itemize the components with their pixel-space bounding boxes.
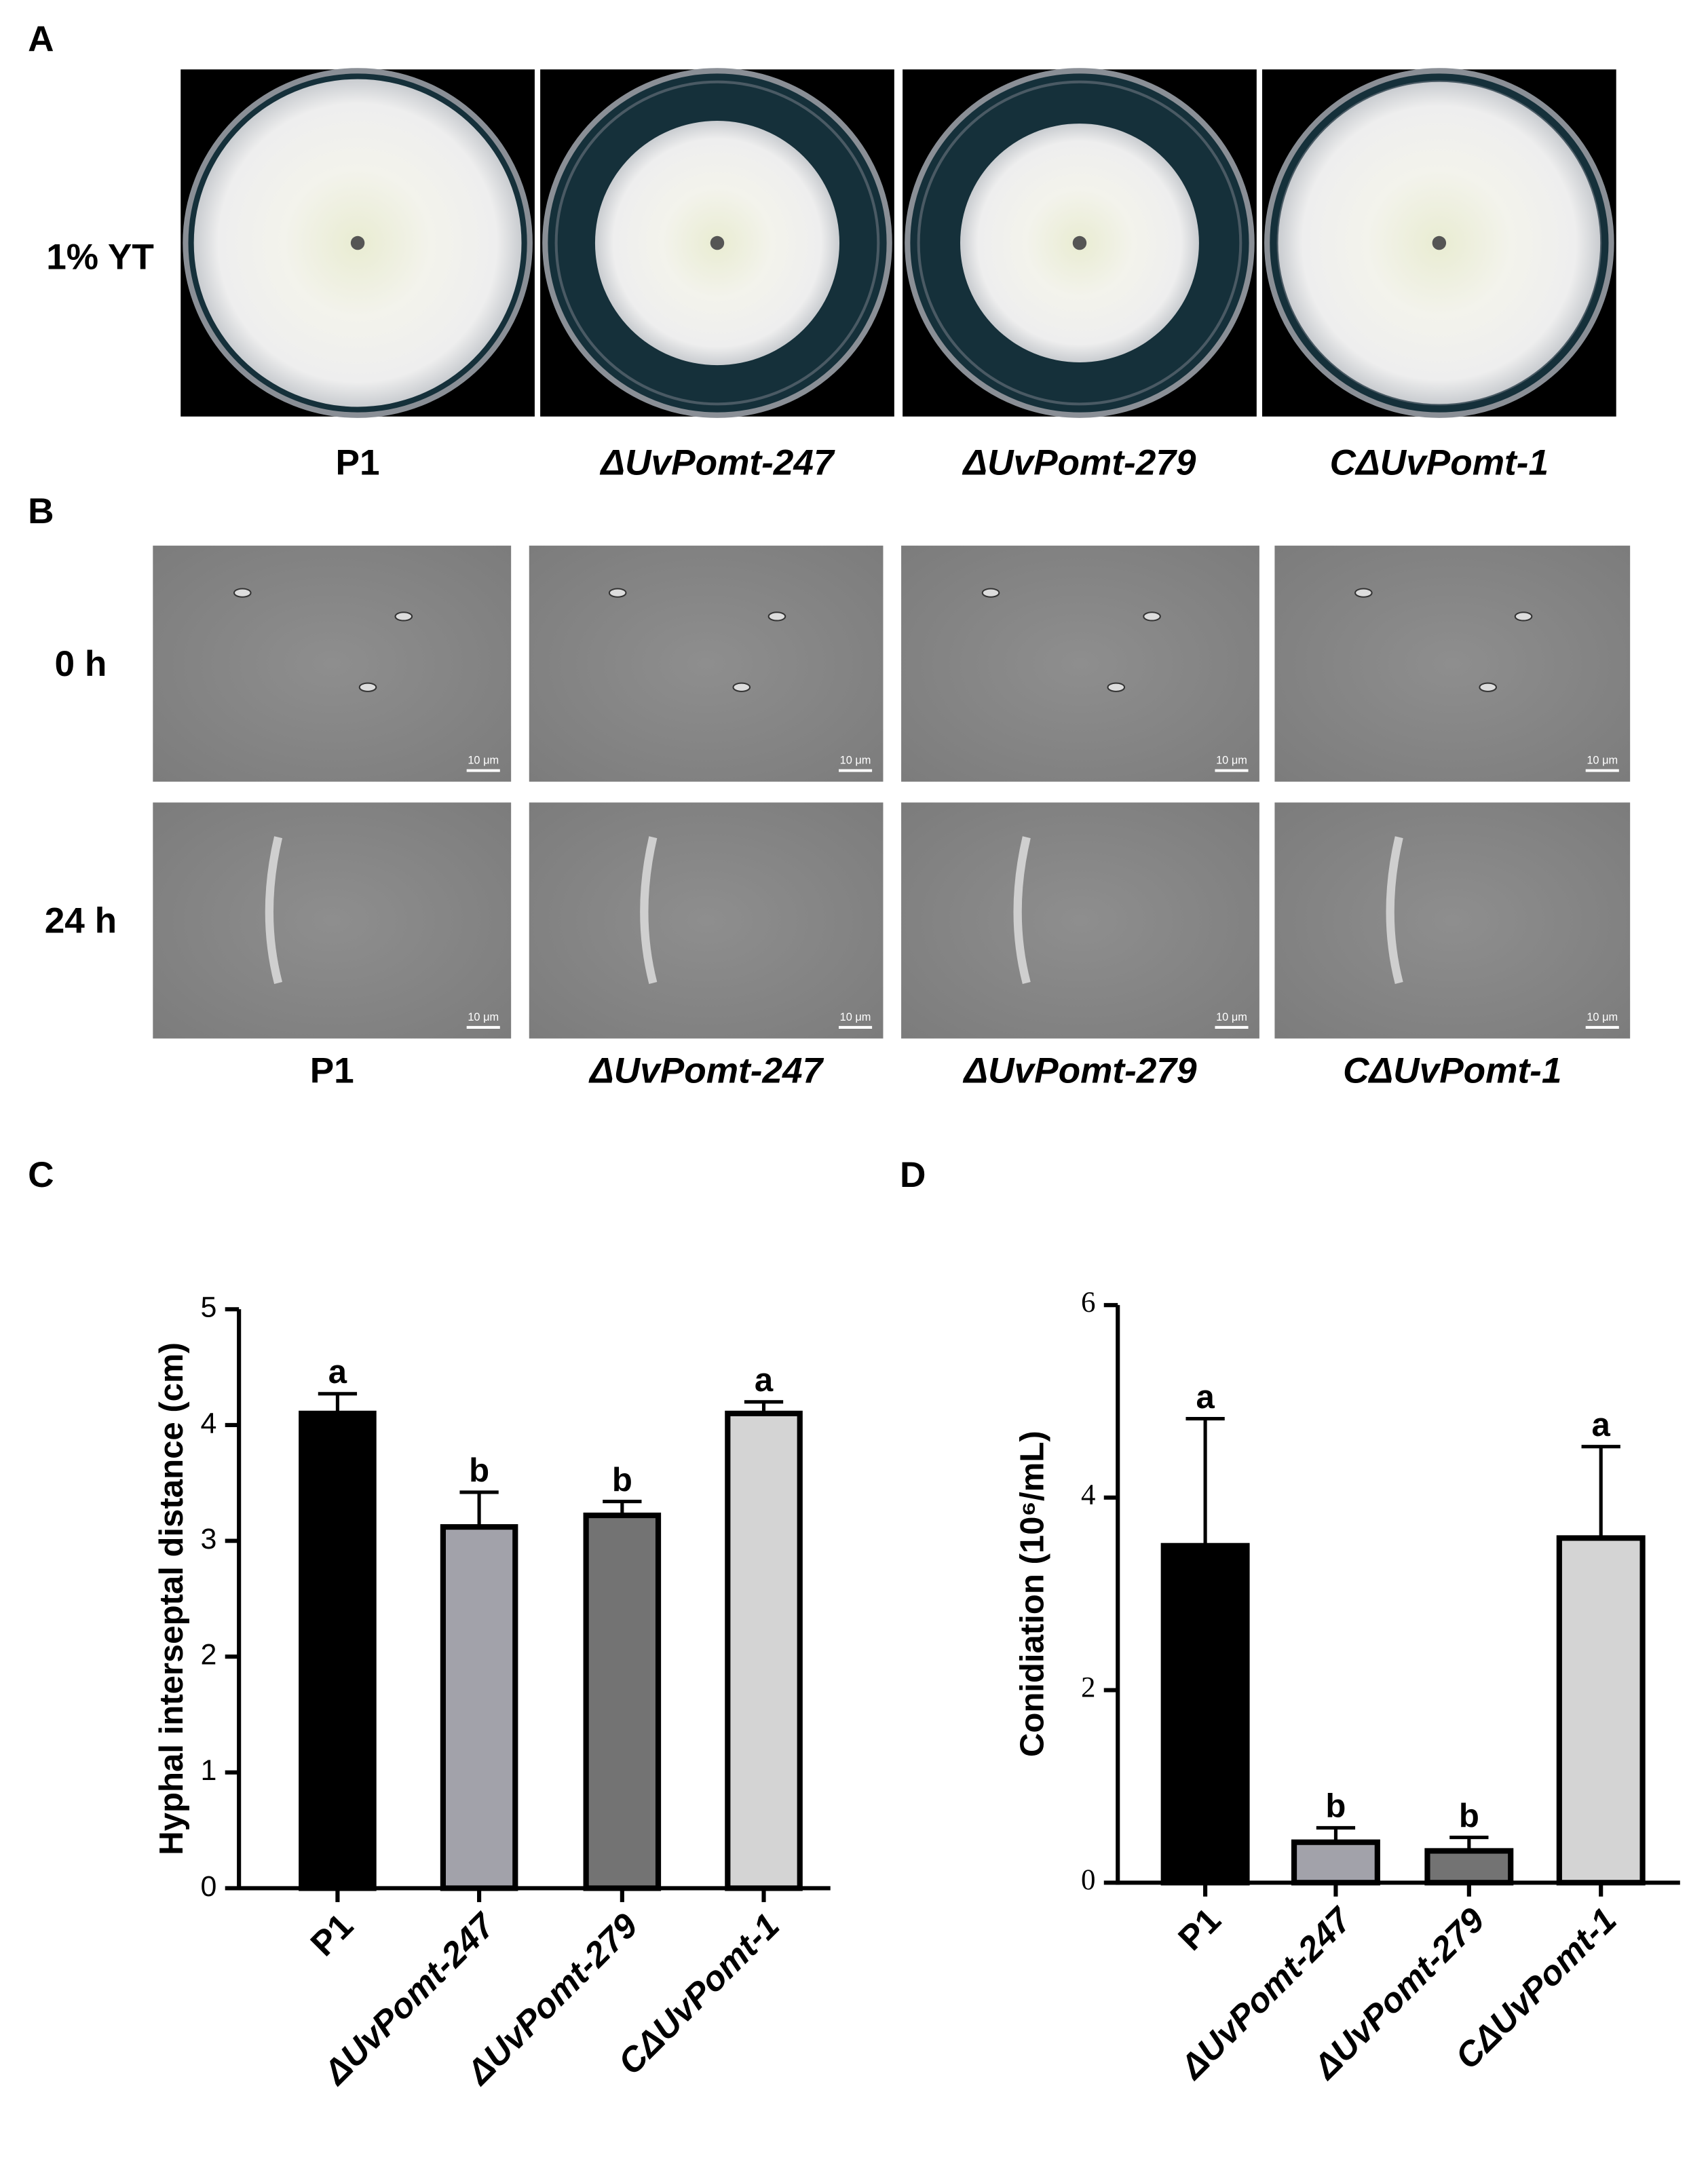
bar	[725, 1410, 803, 1891]
micrograph	[529, 546, 884, 782]
significance-letter: a	[1592, 1407, 1611, 1443]
micrograph	[1274, 546, 1631, 782]
caption: CΔUvPomt-1	[1330, 442, 1549, 482]
x-tick-label: P1	[1171, 1900, 1228, 1958]
panel-label: C	[28, 1155, 54, 1195]
caption: P1	[336, 442, 380, 482]
scale-bar-label: 10 μm	[1216, 1011, 1247, 1023]
colony-center	[710, 235, 725, 250]
bar	[440, 1523, 518, 1891]
caption: ΔUvPomt-247	[588, 1051, 824, 1091]
scale-bar-label: 10 μm	[1587, 1011, 1618, 1023]
y-tick-label: 2	[1081, 1671, 1095, 1703]
caption: P1	[310, 1051, 354, 1091]
y-tick-label: 5	[201, 1291, 217, 1324]
significance-letter: b	[612, 1462, 632, 1498]
y-axis-label: Conidiation (10⁶/mL)	[1014, 1431, 1050, 1757]
bar	[1160, 1542, 1250, 1886]
colony-center	[1432, 235, 1447, 250]
scale-bar-label: 10 μm	[468, 1011, 499, 1023]
plate-rim	[917, 80, 1242, 406]
scale-bar-label: 10 μm	[840, 754, 871, 766]
y-tick-label: 3	[201, 1523, 217, 1555]
caption: ΔUvPomt-247	[599, 442, 835, 482]
scale-bar-label: 10 μm	[468, 754, 499, 766]
colony-center	[350, 235, 365, 250]
spore	[608, 588, 627, 598]
spore	[981, 588, 1000, 598]
y-tick-label: 0	[201, 1870, 217, 1903]
plate-rim	[554, 80, 880, 406]
panel-label: D	[900, 1155, 926, 1195]
row-label: 1% YT	[46, 238, 154, 278]
spore	[233, 588, 252, 598]
significance-letter: a	[755, 1362, 774, 1399]
significance-letter: a	[1196, 1379, 1215, 1416]
significance-letter: b	[469, 1452, 489, 1489]
x-tick-label: P1	[303, 1906, 361, 1964]
scale-bar-label: 10 μm	[1216, 754, 1247, 766]
row-label: 24 h	[45, 901, 117, 941]
y-axis-label: Hyphal interseptal distance (cm)	[153, 1342, 190, 1855]
scale-bar-label: 10 μm	[840, 1011, 871, 1023]
micrograph	[529, 802, 884, 1039]
colony-center	[1072, 235, 1087, 250]
scale-bar-label: 10 μm	[1587, 754, 1618, 766]
y-tick-label: 4	[1081, 1479, 1095, 1511]
panel-label: A	[28, 19, 54, 59]
micrograph	[901, 546, 1259, 782]
hypha	[1013, 836, 1031, 985]
bar	[1556, 1535, 1646, 1886]
spore	[767, 611, 786, 622]
spore	[1143, 611, 1161, 622]
y-tick-label: 0	[1081, 1864, 1095, 1896]
y-tick-label: 1	[201, 1754, 217, 1787]
caption: ΔUvPomt-279	[962, 442, 1196, 482]
bar	[299, 1410, 377, 1891]
spore	[394, 611, 413, 622]
hypha	[265, 836, 283, 985]
spore	[1514, 611, 1533, 622]
spore	[358, 682, 377, 692]
significance-letter: b	[1325, 1788, 1346, 1825]
micrograph	[153, 802, 512, 1039]
micrograph	[1274, 802, 1631, 1039]
bar	[583, 1512, 662, 1891]
micrograph	[153, 546, 512, 782]
bar	[1291, 1839, 1380, 1886]
y-tick-label: 6	[1081, 1287, 1095, 1319]
caption: CΔUvPomt-1	[1343, 1051, 1561, 1091]
spore	[732, 682, 751, 692]
hypha	[640, 836, 658, 985]
spore	[1107, 682, 1126, 692]
significance-letter: b	[1459, 1798, 1479, 1834]
significance-letter: a	[328, 1354, 347, 1390]
y-tick-label: 2	[201, 1639, 217, 1671]
spore	[1354, 588, 1373, 598]
spore	[1479, 682, 1497, 692]
panel-label: B	[28, 491, 54, 531]
hypha	[1386, 836, 1403, 985]
caption: ΔUvPomt-279	[962, 1051, 1197, 1091]
row-label: 0 h	[54, 644, 107, 684]
micrograph	[901, 802, 1259, 1039]
bar	[1424, 1848, 1514, 1886]
y-tick-label: 4	[201, 1407, 217, 1439]
